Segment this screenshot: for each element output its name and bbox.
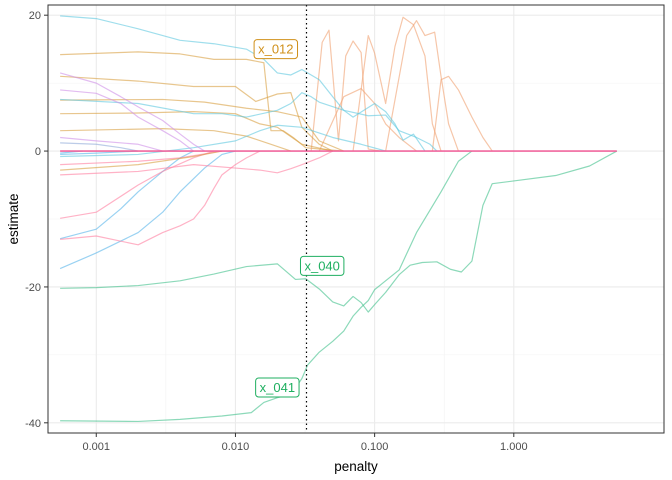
series-line-x_012 xyxy=(60,51,344,152)
series-line-13 xyxy=(60,92,438,152)
series-line-12 xyxy=(60,15,426,152)
annotation-text: x_012 xyxy=(258,42,293,57)
y-axis-title: estimate xyxy=(6,193,21,244)
series-line-10 xyxy=(60,111,333,152)
series-line-9 xyxy=(60,98,344,152)
y-tick-label: 0 xyxy=(35,146,41,158)
series-line-21 xyxy=(60,150,223,166)
series-line-18 xyxy=(60,150,215,219)
annotation-text: x_041 xyxy=(260,380,295,395)
x-axis-ticks: 0.001 0.010 0.100 1.000 xyxy=(82,433,528,453)
series-line-6 xyxy=(431,75,493,152)
series-line-15 xyxy=(59,150,236,270)
y-tick-label: -20 xyxy=(25,282,41,294)
series-line-25 xyxy=(60,142,139,152)
series-line-22 xyxy=(59,72,205,152)
series-line-x_040 xyxy=(60,150,618,313)
series-layer xyxy=(59,15,618,423)
annotation-text: x_040 xyxy=(304,258,339,273)
y-tick-label: 20 xyxy=(29,10,41,22)
annotation-label-x_012: x_012 xyxy=(253,39,299,60)
y-axis-ticks: 20 0 -20 -40 xyxy=(25,10,48,430)
annotation-box xyxy=(299,255,345,276)
x-tick-label: 1.000 xyxy=(500,441,528,453)
y-tick-label: -40 xyxy=(25,418,41,430)
series-line-24 xyxy=(60,136,163,152)
series-line-20 xyxy=(60,150,334,176)
series-line-11 xyxy=(60,128,292,152)
series-line-27 xyxy=(60,150,223,171)
series-line-23 xyxy=(60,89,194,152)
panel-border xyxy=(47,4,665,434)
annotation-box xyxy=(253,39,299,60)
series-line-5 xyxy=(385,20,459,152)
x-tick-label: 0.100 xyxy=(361,441,389,453)
x-axis-title: penalty xyxy=(334,459,378,474)
annotation-label-x_040: x_040 xyxy=(299,255,345,276)
series-line-4 xyxy=(352,16,442,152)
x-tick-label: 0.001 xyxy=(82,441,110,453)
x-tick-label: 0.010 xyxy=(222,441,250,453)
series-line-19 xyxy=(60,150,261,246)
minor-gridlines xyxy=(48,5,664,433)
series-line-8 xyxy=(60,75,333,152)
series-line-x_041 xyxy=(60,150,473,423)
annotation-layer: x_012 x_040 x_041 xyxy=(253,39,345,398)
series-line-3 xyxy=(310,29,381,152)
annotation-box xyxy=(255,377,300,398)
annotation-label-x_041: x_041 xyxy=(255,377,300,398)
